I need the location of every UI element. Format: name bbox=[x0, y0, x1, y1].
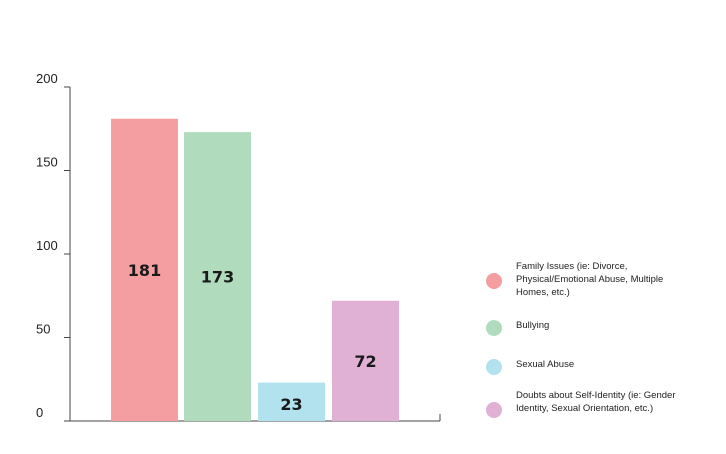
legend-label: Sexual Abuse bbox=[516, 359, 575, 370]
legend-label: Family Issues (ie: Divorce, Physical/Emo… bbox=[516, 261, 664, 298]
y-axis-ticks: 0 50 100 150 200 bbox=[36, 71, 70, 422]
legend-swatch bbox=[486, 359, 502, 375]
legend-item: Doubts about Self-Identity (ie: Gender I… bbox=[486, 389, 686, 418]
bar-value-label: 72 bbox=[354, 352, 376, 371]
y-tick-label: 0 bbox=[36, 405, 43, 420]
bar-value-label: 181 bbox=[128, 261, 161, 280]
y-tick-label: 150 bbox=[36, 155, 58, 170]
y-tick-label: 50 bbox=[36, 322, 50, 337]
legend-swatch bbox=[486, 320, 502, 336]
legend-item: Sexual Abuse bbox=[486, 358, 686, 375]
y-tick-label: 100 bbox=[36, 238, 58, 253]
bars bbox=[111, 118, 399, 421]
legend-label: Doubts about Self-Identity (ie: Gender I… bbox=[516, 390, 676, 414]
bar bbox=[111, 118, 178, 421]
legend-item: Family Issues (ie: Divorce, Physical/Emo… bbox=[486, 260, 686, 299]
y-tick-label: 200 bbox=[36, 71, 58, 86]
legend-label: Bullying bbox=[516, 320, 550, 331]
legend-swatch bbox=[486, 273, 502, 289]
bar bbox=[258, 382, 325, 421]
bar bbox=[184, 132, 251, 421]
bar-labels: 181 173 23 72 bbox=[128, 261, 377, 414]
bar-value-label: 173 bbox=[201, 268, 234, 287]
legend-swatch bbox=[486, 402, 502, 418]
bar bbox=[332, 300, 399, 421]
bar-value-label: 23 bbox=[280, 395, 302, 414]
legend-item: Bullying bbox=[486, 319, 686, 336]
